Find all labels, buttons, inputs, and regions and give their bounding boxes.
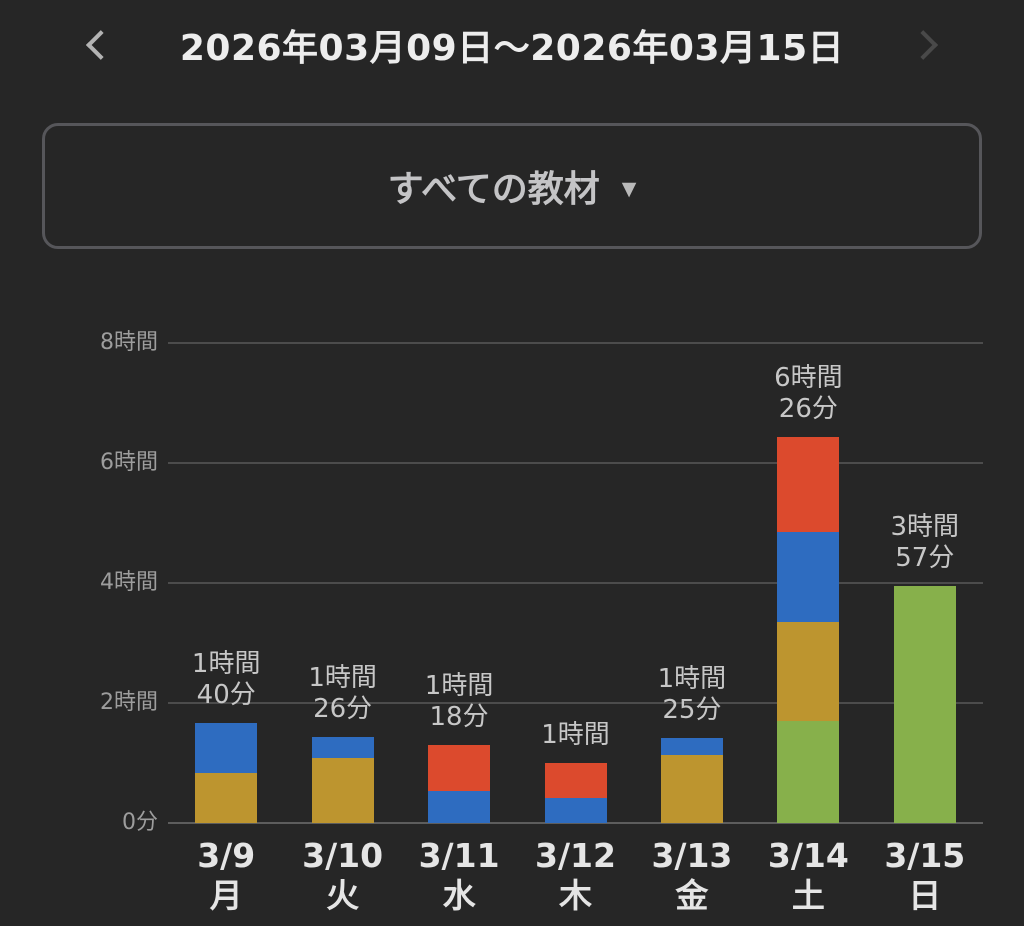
bar-value-label: 1時間 18分 xyxy=(389,671,529,733)
bar-segment-blue xyxy=(428,791,491,823)
x-axis-label: 3/12 木 xyxy=(516,836,636,916)
x-axis-label: 3/15 日 xyxy=(865,836,985,916)
date-range-title: 2026年03月09日〜2026年03月15日 xyxy=(179,28,845,69)
bar-value-label: 1時間 40分 xyxy=(156,649,296,711)
bar-value-line: 1時間 xyxy=(191,649,261,679)
bar-value-line: 6時間 xyxy=(774,363,843,393)
y-tick-label: 4時間 xyxy=(100,570,158,595)
x-axis-date: 3/12 xyxy=(535,836,616,875)
bar-segment-blue xyxy=(544,798,607,823)
x-axis-date: 3/15 xyxy=(884,836,966,875)
gridline-4h xyxy=(168,582,983,584)
bar-segment-yellow xyxy=(777,622,840,721)
material-filter-label: すべての教材 xyxy=(387,169,600,210)
bar-3-14 xyxy=(777,437,840,823)
bar-segment-blue xyxy=(660,738,723,755)
bar-segment-yellow xyxy=(195,773,258,823)
gridline-6h xyxy=(168,462,983,464)
gridline-2h xyxy=(168,702,983,704)
gridline-8h xyxy=(168,342,983,344)
bar-value-label: 1時間 xyxy=(506,720,646,751)
x-axis-weekday: 水 xyxy=(442,876,476,915)
x-axis-label: 3/14 土 xyxy=(748,836,868,916)
bar-segment-green xyxy=(893,586,956,823)
y-tick-label: 6時間 xyxy=(100,450,158,475)
x-axis-weekday: 日 xyxy=(908,876,942,915)
bar-segment-blue xyxy=(195,723,258,773)
bar-segment-blue xyxy=(777,532,840,622)
bar-value-line: 1時間 xyxy=(657,664,727,694)
x-axis-date: 3/10 xyxy=(302,836,384,875)
bar-value-line: 57分 xyxy=(895,543,955,573)
bar-segment-green xyxy=(777,721,840,823)
week-navigator: 2026年03月09日〜2026年03月15日 xyxy=(0,16,1024,74)
bar-3-15 xyxy=(893,586,956,823)
bar-3-11 xyxy=(428,745,491,823)
bar-value-line: 18分 xyxy=(429,702,489,732)
x-axis-date: 3/14 xyxy=(767,836,849,875)
bar-segment-yellow xyxy=(311,758,374,823)
y-tick-label: 2時間 xyxy=(100,690,158,715)
x-axis-weekday: 土 xyxy=(791,876,825,915)
bar-3-9 xyxy=(195,723,258,823)
y-tick-label: 0分 xyxy=(122,810,158,835)
x-axis-label: 3/11 水 xyxy=(399,836,519,916)
bar-segment-red xyxy=(777,437,840,532)
bar-value-line: 1時間 xyxy=(541,720,610,750)
y-tick-label: 8時間 xyxy=(100,330,158,355)
chevron-down-icon: ▼ xyxy=(621,177,637,200)
material-filter-dropdown[interactable]: すべての教材 ▼ xyxy=(42,123,982,249)
bar-value-line: 1時間 xyxy=(308,663,377,693)
bar-segment-blue xyxy=(311,737,374,758)
bar-3-10 xyxy=(311,737,374,823)
x-axis-date: 3/13 xyxy=(651,836,733,875)
bar-segment-red xyxy=(544,763,607,798)
bar-value-line: 40分 xyxy=(196,680,256,710)
bar-3-13 xyxy=(660,738,723,823)
x-axis-weekday: 木 xyxy=(559,876,592,915)
x-axis-weekday: 火 xyxy=(326,876,360,915)
x-axis-weekday: 金 xyxy=(675,876,709,915)
x-axis-label: 3/9 月 xyxy=(166,836,286,916)
bar-value-label: 1時間 25分 xyxy=(622,664,762,726)
bar-value-label: 1時間 26分 xyxy=(273,663,413,725)
bar-segment-red xyxy=(428,745,491,791)
bar-value-line: 26分 xyxy=(778,394,838,424)
x-axis-line xyxy=(168,822,983,824)
bar-value-label: 3時間 57分 xyxy=(855,512,995,574)
bar-value-line: 26分 xyxy=(313,694,373,724)
bar-value-line: 25分 xyxy=(662,695,722,725)
x-axis-label: 3/13 金 xyxy=(632,836,752,916)
x-axis-weekday: 月 xyxy=(209,876,243,915)
x-axis-date: 3/11 xyxy=(418,836,500,875)
x-axis-date: 3/9 xyxy=(197,836,256,875)
bar-value-line: 3時間 xyxy=(890,512,960,542)
bar-value-line: 1時間 xyxy=(424,671,494,701)
x-axis-label: 3/10 火 xyxy=(283,836,403,916)
bar-value-label: 6時間 26分 xyxy=(738,363,878,425)
bar-segment-yellow xyxy=(660,755,723,823)
bar-3-12 xyxy=(544,763,607,823)
